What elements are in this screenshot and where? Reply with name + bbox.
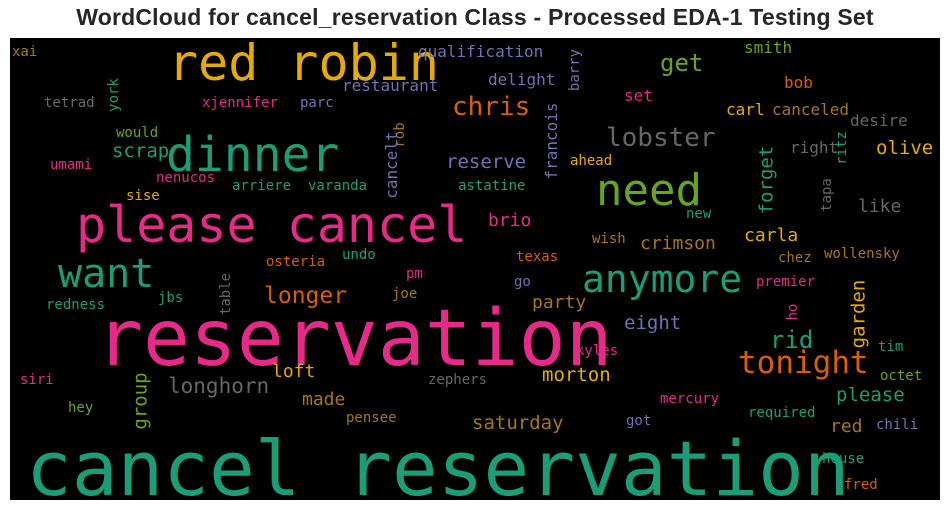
cloud-word: morton	[542, 364, 611, 386]
cloud-word: garden	[847, 279, 870, 349]
cloud-word: want	[58, 251, 155, 297]
cloud-word: joe	[392, 286, 418, 302]
cloud-word: house	[822, 451, 865, 467]
cloud-word: longhorn	[168, 374, 270, 398]
cloud-word: chez	[778, 250, 812, 266]
cloud-word: tim	[878, 339, 904, 355]
cloud-word: ahead	[570, 153, 613, 169]
cloud-word: crimson	[640, 233, 716, 254]
cloud-word: varanda	[308, 178, 368, 194]
cloud-word: delight	[488, 70, 556, 89]
cloud-word: nenucos	[156, 170, 216, 186]
cloud-word: saturday	[472, 412, 564, 434]
cloud-word: ritz	[834, 131, 850, 165]
cloud-word: xai	[12, 44, 38, 60]
cloud-word: cancel reservation	[26, 424, 850, 501]
cloud-word: please cancel	[76, 196, 468, 254]
cloud-word: kyles	[576, 343, 619, 359]
cloud-word: reserve	[446, 151, 527, 173]
cloud-word: lobster	[606, 123, 716, 153]
cloud-word: arriere	[232, 178, 292, 194]
cloud-word: like	[858, 196, 902, 217]
cloud-word: red robin	[168, 38, 439, 92]
cloud-word: premier	[756, 274, 816, 290]
cloud-word: osteria	[266, 254, 326, 270]
cloud-word: tonight	[738, 345, 869, 381]
cloud-word: get	[660, 49, 704, 77]
cloud-word: desire	[850, 111, 908, 130]
cloud-word: made	[302, 389, 346, 410]
cloud-word: restaurant	[342, 76, 439, 95]
word-cloud-canvas: cancel reservation reservation please canc…	[10, 38, 940, 500]
cloud-word: wish	[592, 231, 626, 247]
cloud-word: rid	[770, 326, 814, 354]
cloud-word: tapa	[819, 178, 835, 212]
cloud-word: xjennifer	[202, 95, 278, 111]
cloud-word: olive	[876, 137, 934, 159]
cloud-word: please	[836, 384, 905, 406]
cloud-word: fred	[844, 477, 878, 493]
cloud-word: carl	[726, 100, 765, 119]
cloud-word: right	[790, 138, 839, 157]
cloud-word: smith	[744, 38, 793, 57]
cloud-word: octet	[880, 368, 923, 384]
cloud-word: bob	[784, 73, 813, 92]
cloud-word: qualification	[418, 42, 544, 61]
cloud-word: red	[830, 416, 863, 437]
cloud-word: astatine	[458, 178, 526, 194]
cloud-word: tetrad	[44, 95, 95, 111]
cloud-word: group	[129, 372, 152, 430]
cloud-word: sise	[126, 188, 160, 204]
cloud-word: forget	[755, 145, 778, 215]
cloud-word: eight	[624, 312, 682, 334]
cloud-word: chili	[876, 417, 919, 433]
cloud-word: zephers	[428, 372, 488, 388]
cloud-word: got	[626, 413, 652, 429]
cloud-word: undo	[342, 247, 376, 263]
cloud-word: hey	[68, 400, 94, 416]
cloud-word: anymore	[582, 257, 743, 301]
cloud-word: set	[624, 86, 653, 105]
cloud-word: dinner	[166, 127, 340, 183]
cloud-word: carla	[744, 225, 799, 246]
cloud-word: redness	[46, 297, 106, 313]
cloud-word: party	[532, 292, 587, 313]
cloud-word: new	[686, 206, 712, 222]
cloud-word: york	[106, 78, 122, 112]
cloud-word: chris	[452, 92, 531, 122]
cloud-word: go	[514, 274, 531, 290]
cloud-word: table	[218, 272, 234, 316]
cloud-word: barry	[567, 48, 583, 92]
cloud-word: mercury	[660, 391, 720, 407]
cloud-word: cancelt	[382, 131, 401, 199]
cloud-word: reservation	[96, 294, 613, 384]
cloud-word: loft	[272, 361, 316, 382]
cloud-word: canceled	[772, 100, 850, 119]
cloud-word: brio	[488, 210, 532, 231]
cloud-word: texas	[516, 249, 559, 265]
cloud-word: longer	[264, 283, 348, 309]
cloud-word: scrap	[112, 140, 170, 162]
cloud-word: parc	[300, 95, 334, 111]
cloud-word: would	[116, 125, 159, 141]
cloud-word: ho	[785, 303, 801, 321]
chart-title: WordCloud for cancel_reservation Class -…	[76, 4, 874, 30]
cloud-word: wollensky	[824, 246, 900, 262]
cloud-word: need	[596, 165, 702, 216]
cloud-word: siri	[20, 372, 54, 388]
cloud-word: jbs	[158, 290, 184, 306]
cloud-word: pensee	[346, 410, 397, 426]
cloud-word: umami	[50, 157, 93, 173]
cloud-word: francois	[542, 102, 561, 180]
cloud-word: pm	[406, 266, 423, 282]
cloud-word: required	[748, 405, 816, 421]
